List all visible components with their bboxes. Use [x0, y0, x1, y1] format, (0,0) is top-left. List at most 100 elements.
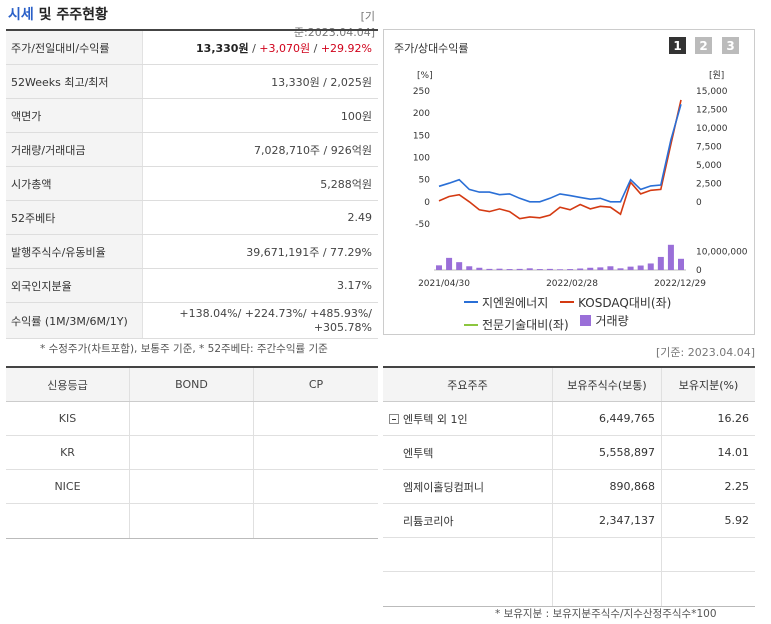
bond-cell	[130, 504, 254, 538]
bond-cell	[130, 470, 254, 503]
agency-cell: KIS	[6, 402, 130, 435]
agency-cell: KR	[6, 436, 130, 469]
volume-bar	[486, 268, 493, 270]
cp-cell	[254, 470, 378, 503]
volume-bar	[557, 269, 563, 270]
volume-tick-label: 10,000,000	[696, 247, 748, 257]
table-row: 엔투텍 5,558,897 14.01	[383, 436, 755, 470]
row-value: 5,288억원	[320, 177, 372, 191]
row-value: 3.17%	[337, 279, 372, 292]
table-row: NICE	[6, 470, 378, 504]
right-tick-label: 10,000	[696, 124, 728, 134]
legend-item[interactable]: 거래량	[580, 311, 629, 329]
column-header: CP	[308, 378, 324, 391]
volume-bar	[647, 263, 654, 270]
volume-bar	[567, 269, 574, 270]
row-label: 52주베타	[6, 201, 143, 234]
row-value: 13,330원 / +3,070원 / +29.92%	[143, 40, 378, 56]
volume-bar	[607, 266, 614, 270]
volume-bar	[446, 257, 453, 270]
row-value: 13,330원 / 2,025원	[271, 75, 372, 89]
chart-tab-1[interactable]: 1	[669, 37, 686, 54]
table-row: 52Weeks 최고/최저 13,330원 / 2,025원	[6, 65, 378, 99]
table-row: 외국인지분율 3.17%	[6, 269, 378, 303]
holder-name-cell	[383, 538, 553, 571]
volume-tick-label: 0	[696, 266, 702, 276]
legend-line-icon	[464, 323, 478, 326]
row-label: 액면가	[6, 99, 143, 132]
chart-title: 주가/상대수익률	[394, 42, 469, 55]
cp-cell	[254, 402, 378, 435]
pct-cell: 2.25	[724, 480, 750, 493]
holder-name-cell: 엔투텍	[383, 436, 553, 469]
table-header: 신용등급 BOND CP	[6, 368, 378, 402]
row-label: 52Weeks 최고/최저	[6, 65, 143, 98]
title-accent: 시세	[8, 7, 34, 23]
row-value: +138.04%/ +224.73%/ +485.93%/+305.78%	[143, 307, 378, 335]
cp-cell	[254, 504, 378, 538]
shares-cell: 2,347,137	[553, 504, 662, 537]
returns-line2: +305.78%	[313, 320, 372, 334]
row-value: 2.49	[347, 211, 373, 224]
table-row: 시가총액 5,288억원	[6, 167, 378, 201]
table-row: 액면가 100원	[6, 99, 378, 133]
chart-tab-3[interactable]: 3	[722, 37, 739, 54]
table-header: 주요주주 보유주식수(보통) 보유지분(%)	[383, 368, 755, 402]
holders-footnote: * 보유지분 : 보유지분주식수/지수산정주식수*100	[495, 608, 717, 620]
x-tick-label: 2022/12/29	[654, 279, 706, 289]
table-row	[6, 504, 378, 538]
holder-name-cell: 엔투텍 외 1인	[383, 402, 553, 435]
price-table: 주가/전일대비/수익률 13,330원 / +3,070원 / +29.92% …	[6, 29, 378, 339]
title-rest: 및 주주현황	[33, 7, 108, 23]
pct-cell	[662, 538, 755, 571]
volume-bar	[577, 268, 584, 270]
bond-cell	[130, 436, 254, 469]
pct-cell: 14.01	[717, 446, 750, 459]
pct-cell: 16.26	[717, 412, 750, 425]
volume-bar	[506, 269, 513, 270]
row-label: 거래량/거래대금	[6, 133, 143, 166]
left-tick-label: 100	[413, 154, 430, 164]
returns-line1: +138.04%/ +224.73%/ +485.93%/	[179, 306, 372, 320]
volume-bar	[496, 268, 503, 270]
right-tick-label: 7,500	[696, 143, 722, 153]
table-row: 엠제이홀딩컴퍼니 890,868 2.25	[383, 470, 755, 504]
shares-cell: 6,449,765	[553, 402, 662, 435]
legend-line-icon	[560, 301, 575, 303]
chart-tab-2[interactable]: 2	[695, 37, 712, 54]
agency-cell	[6, 504, 130, 538]
table-row: 리튬코리아 2,347,137 5.92	[383, 504, 755, 538]
volume-bar	[476, 267, 483, 270]
volume-bar	[536, 269, 543, 270]
legend-label: 지엔원에너지	[482, 295, 549, 310]
column-header: BOND	[130, 368, 254, 401]
separator: /	[310, 41, 321, 55]
legend-label: 전문기술대비(좌)	[482, 318, 569, 332]
left-tick-label: 150	[413, 131, 430, 141]
legend-item[interactable]: 지엔원에너지	[464, 293, 548, 311]
row-value: 39,671,191주 / 77.29%	[246, 245, 372, 259]
section-title: 시세 및 주주현황	[8, 4, 108, 24]
volume-bar	[516, 268, 523, 270]
legend-square-icon	[580, 314, 592, 326]
table-row: 거래량/거래대금 7,028,710주 / 926억원	[6, 133, 378, 167]
table-row: KR	[6, 436, 378, 470]
legend-label: 거래량	[595, 313, 629, 328]
volume-bar	[466, 266, 473, 270]
left-tick-label: 200	[413, 109, 430, 119]
chart-panel: 주가/상대수익률 1 2 3 [%] [원] 250 200 150 100 50 0 -5…	[383, 29, 755, 335]
right-tick-label: 5,000	[696, 161, 722, 171]
right-tick-label: 12,500	[696, 106, 728, 116]
row-label: 외국인지분율	[6, 269, 143, 302]
shares-cell	[553, 538, 662, 571]
left-axis-unit: [%]	[417, 71, 433, 81]
row-label: 수익률 (1M/3M/6M/1Y)	[6, 303, 143, 338]
legend-item[interactable]: KOSDAQ대비(좌)	[560, 293, 671, 311]
left-tick-label: 50	[419, 176, 431, 186]
volume-bar	[456, 262, 463, 270]
cp-cell	[254, 436, 378, 469]
row-label: 주가/전일대비/수익률	[6, 31, 143, 64]
volume-bar	[657, 256, 664, 270]
legend-item[interactable]: 전문기술대비(좌)	[464, 316, 569, 334]
collapse-icon[interactable]	[389, 413, 399, 424]
